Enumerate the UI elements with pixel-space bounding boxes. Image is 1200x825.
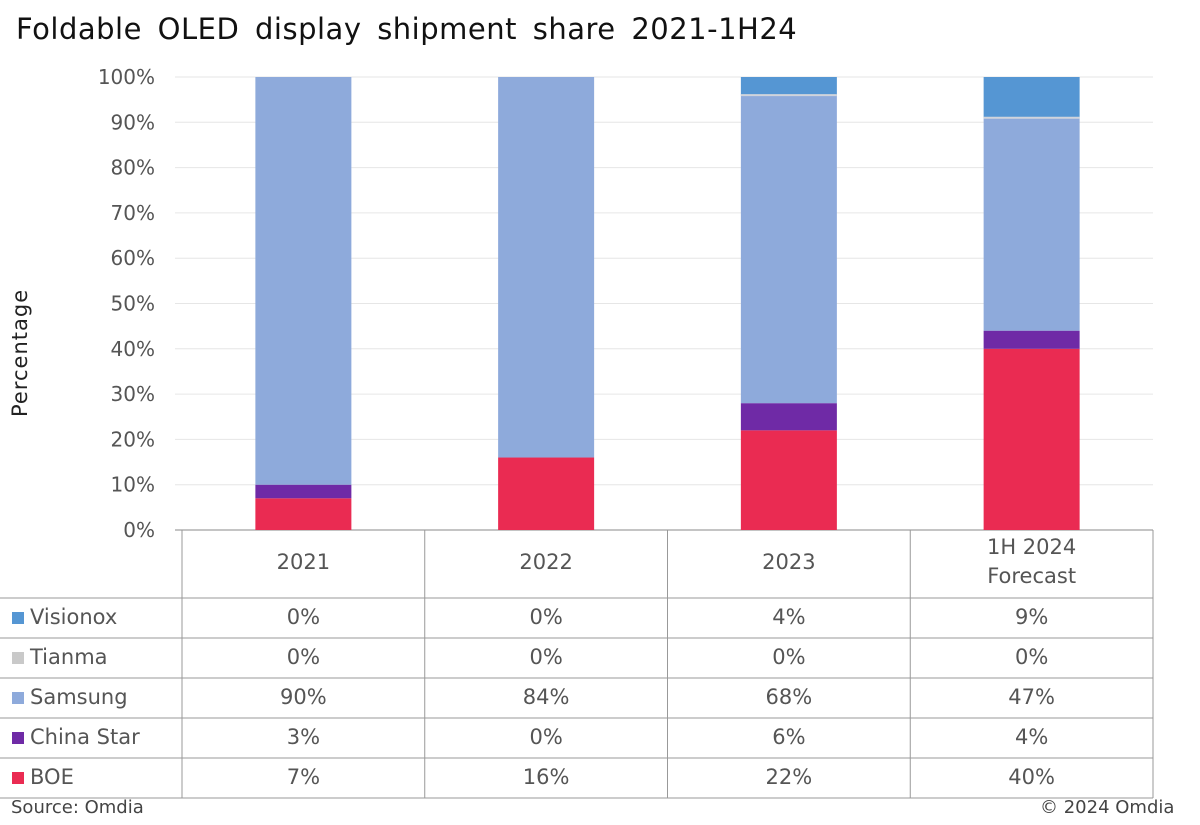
- table-value: 22%: [766, 765, 813, 789]
- x-category-label: 2022: [519, 550, 572, 574]
- legend-label: Samsung: [30, 685, 128, 709]
- table-value: 0%: [529, 605, 562, 629]
- y-tick-label: 0%: [123, 518, 155, 542]
- copyright-note: © 2024 Omdia: [1040, 797, 1175, 818]
- legend-label: BOE: [30, 765, 74, 789]
- table-value: 68%: [766, 685, 813, 709]
- table-value: 84%: [523, 685, 570, 709]
- source-note: Source: Omdia: [11, 797, 144, 818]
- bar-segment-samsung: [498, 77, 595, 458]
- legend-swatch: [12, 732, 24, 744]
- table-value: 47%: [1008, 685, 1055, 709]
- legend-label: China Star: [30, 725, 140, 749]
- legend-swatch: [12, 612, 24, 624]
- bar-segment-visionox: [983, 77, 1080, 118]
- y-tick-label: 60%: [111, 246, 155, 270]
- x-category-label: Forecast: [987, 564, 1076, 588]
- bar-segment-samsung: [740, 95, 837, 404]
- y-tick-label: 40%: [111, 337, 155, 361]
- table-value: 0%: [529, 725, 562, 749]
- x-category-label: 2023: [762, 550, 815, 574]
- bar-segment-china-star: [983, 330, 1080, 349]
- y-tick-label: 30%: [111, 382, 155, 406]
- table-value: 0%: [772, 645, 805, 669]
- bar-segment-china-star: [255, 484, 352, 499]
- table-value: 0%: [287, 645, 320, 669]
- x-category-label: 2021: [277, 550, 330, 574]
- bar-segment-china-star: [740, 403, 837, 431]
- table-value: 9%: [1015, 605, 1048, 629]
- table-value: 4%: [772, 605, 805, 629]
- y-tick-label: 70%: [111, 201, 155, 225]
- table-value: 40%: [1008, 765, 1055, 789]
- legend-swatch: [12, 652, 24, 664]
- y-tick-label: 50%: [111, 292, 155, 316]
- table-value: 0%: [1015, 645, 1048, 669]
- bar-segment-samsung: [983, 117, 1080, 331]
- y-tick-label: 80%: [111, 156, 155, 180]
- legend-label: Visionox: [30, 605, 117, 629]
- table-value: 6%: [772, 725, 805, 749]
- bar-segment-boe: [255, 498, 352, 530]
- table-value: 16%: [523, 765, 570, 789]
- chart-title: Foldable OLED display shipment share 202…: [16, 12, 798, 46]
- table-value: 7%: [287, 765, 320, 789]
- table-value: 4%: [1015, 725, 1048, 749]
- legend-swatch: [12, 772, 24, 784]
- y-tick-label: 10%: [111, 473, 155, 497]
- bar-segment-boe: [740, 430, 837, 530]
- y-tick-label: 90%: [111, 110, 155, 134]
- table-value: 90%: [280, 685, 327, 709]
- table-value: 3%: [287, 725, 320, 749]
- bar-segment-boe: [983, 348, 1080, 530]
- table-value: 0%: [529, 645, 562, 669]
- table-value: 0%: [287, 605, 320, 629]
- y-tick-label: 20%: [111, 427, 155, 451]
- y-tick-label: 100%: [98, 65, 155, 89]
- legend-swatch: [12, 692, 24, 704]
- legend-label: Tianma: [29, 645, 108, 669]
- bar-segment-visionox: [740, 77, 837, 96]
- x-category-label: 1H 2024: [987, 535, 1076, 559]
- bar-segment-samsung: [255, 77, 352, 485]
- bar-segment-boe: [498, 457, 595, 530]
